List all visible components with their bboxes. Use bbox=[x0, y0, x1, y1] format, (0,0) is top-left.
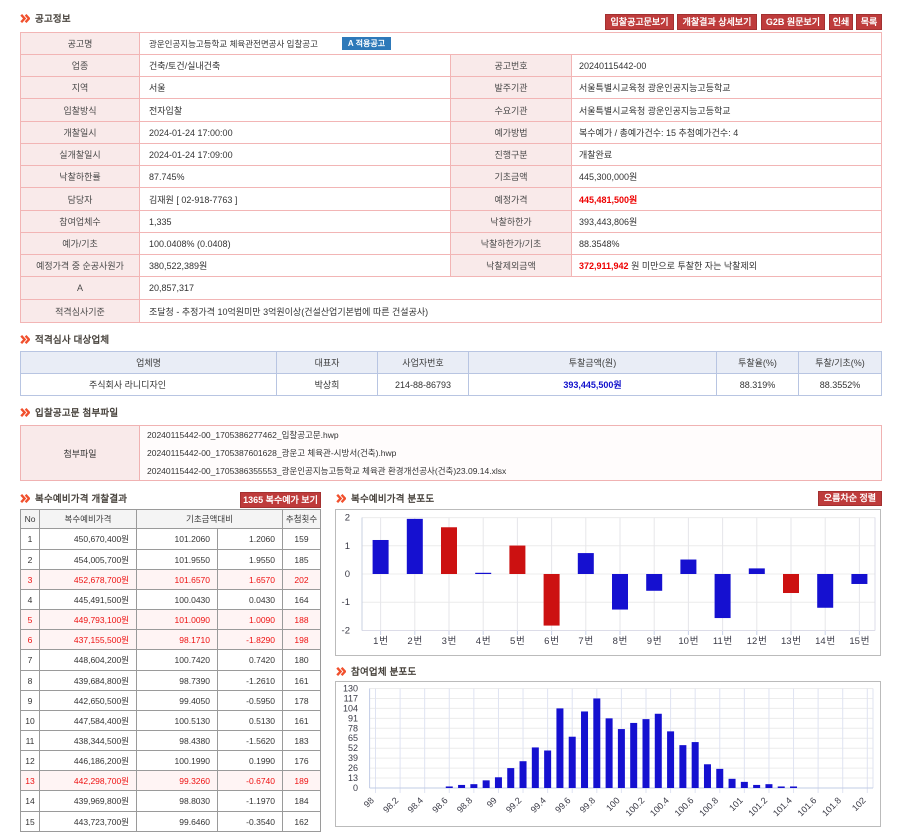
svg-text:2: 2 bbox=[345, 513, 350, 524]
svg-text:104: 104 bbox=[343, 703, 358, 713]
svg-text:78: 78 bbox=[348, 723, 358, 733]
svg-text:0: 0 bbox=[345, 569, 350, 580]
svg-text:-1: -1 bbox=[342, 597, 350, 608]
svg-text:10 번: 10 번 bbox=[678, 636, 698, 647]
svg-text:8 번: 8 번 bbox=[613, 636, 628, 647]
svg-text:0: 0 bbox=[353, 783, 358, 793]
svg-text:12 번: 12 번 bbox=[747, 636, 767, 647]
svg-text:65: 65 bbox=[348, 733, 358, 743]
svg-text:13 번: 13 번 bbox=[781, 636, 801, 647]
svg-text:3 번: 3 번 bbox=[442, 636, 457, 647]
svg-text:-2: -2 bbox=[342, 625, 350, 636]
svg-text:14 번: 14 번 bbox=[815, 636, 835, 647]
svg-text:9 번: 9 번 bbox=[647, 636, 662, 647]
svg-text:4 번: 4 번 bbox=[476, 636, 491, 647]
svg-text:15 번: 15 번 bbox=[849, 636, 869, 647]
svg-text:7 번: 7 번 bbox=[578, 636, 593, 647]
svg-text:11 번: 11 번 bbox=[713, 636, 732, 647]
svg-text:1: 1 bbox=[345, 541, 350, 552]
svg-text:1 번: 1 번 bbox=[373, 636, 388, 647]
svg-text:13: 13 bbox=[348, 773, 358, 783]
svg-text:5 번: 5 번 bbox=[510, 636, 525, 647]
svg-text:2 번: 2 번 bbox=[407, 636, 422, 647]
svg-text:26: 26 bbox=[348, 763, 358, 773]
svg-text:130: 130 bbox=[343, 684, 358, 694]
svg-text:52: 52 bbox=[348, 743, 358, 753]
svg-text:91: 91 bbox=[348, 713, 358, 723]
svg-text:117: 117 bbox=[344, 694, 358, 704]
svg-text:6 번: 6 번 bbox=[544, 636, 559, 647]
svg-text:39: 39 bbox=[348, 753, 358, 763]
